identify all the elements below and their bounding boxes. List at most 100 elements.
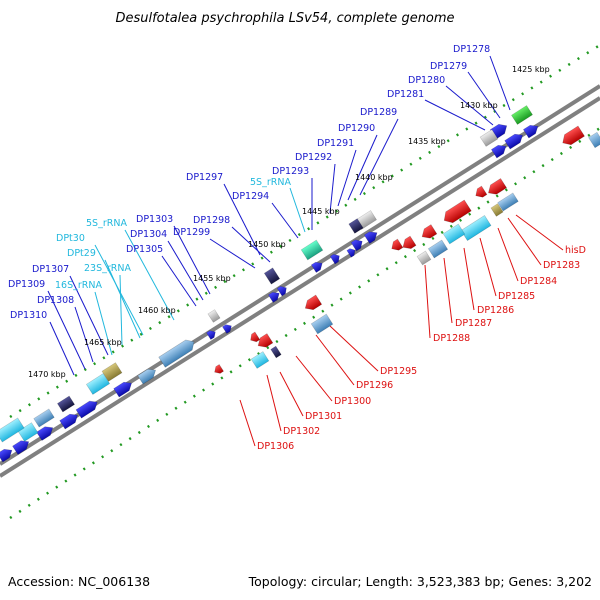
feature-rrna-block [300,239,324,261]
feature-fwd-gene [12,440,30,455]
feature-16s-rrna-shape [85,373,111,395]
gene-label-DP1308: DP1308 [37,295,74,306]
feature-fwd-gene [222,324,232,334]
rna-label-23s-rrna: 23S_rRNA [84,263,131,274]
gene-label-hisD: hisD [565,245,586,256]
leader-line [119,274,123,346]
gene-label-DP1278: DP1278 [453,44,490,55]
feature-fwd-gene [36,426,54,441]
feature-fwd-gene-shape [310,261,323,273]
leader-line [266,374,282,432]
leader-line [445,85,494,126]
gene-label-DP1281: DP1281 [387,89,424,100]
feature-rev-gene [257,333,274,348]
rna-gene-labels: 5S_rRNA 5S_rRNA DPt30 DPt29 23S_rRNA 16S… [55,177,291,291]
kbp-label-1430: 1430 kbp [460,101,498,110]
gene-label-DP1288: DP1288 [433,333,470,344]
kbp-label-1440: 1440 kbp [355,173,393,182]
feature-cyan-block [442,223,466,245]
feature-fwd-gene-shape [276,285,287,297]
kbp-label-1445: 1445 kbp [302,207,340,216]
feature-fwd-gene-shape [490,144,507,159]
feature-grey-block [207,309,221,323]
feature-navy-block-shape [348,218,364,234]
backbone-line-lower [0,96,600,478]
feature-fwd-gene-shape [113,381,132,398]
leader-line [359,118,399,196]
leader-line [489,55,511,111]
feature-fwd-gene [346,248,356,258]
leader-line [289,187,306,233]
feature-rev-gene-shape [443,199,472,224]
kbp-label-1460: 1460 kbp [138,306,176,315]
feature-fwd-gene-shape [0,448,13,463]
feature-steel-block [588,131,600,149]
kbp-label-1425: 1425 kbp [512,65,550,74]
leader-line [279,371,304,417]
gene-label-DP1297: DP1297 [186,172,223,183]
feature-olive-block [490,203,504,217]
feature-fwd-gene-shape [12,440,30,455]
feature-steel-block-shape [33,408,55,428]
gene-label-DP1305: DP1305 [126,244,163,255]
gene-label-DP1293: DP1293 [272,166,309,177]
gene-label-DP1306: DP1306 [257,441,294,452]
rna-label-5s-rrna-b: 5S_rRNA [86,218,127,229]
gene-label-DP1294: DP1294 [232,191,269,202]
feature-cyan-block [250,351,270,369]
gene-label-DP1298: DP1298 [193,215,230,226]
feature-cyan-block-shape [0,417,25,443]
feature-fwd-gene [113,381,132,398]
feature-fwd-gene [329,253,340,265]
leader-line [167,240,204,301]
leader-line [443,257,453,324]
feature-navy-block [270,345,282,359]
rna-label-dpt30: DPt30 [56,233,85,244]
kbp-tick-labels: 1425 kbp 1430 kbp 1435 kbp 1440 kbp 1445… [28,65,550,379]
feature-cyan-block [0,417,25,443]
gene-label-DP1283: DP1283 [543,260,580,271]
rna-label-dpt29: DPt29 [67,248,96,259]
feature-rev-gene-shape [475,185,488,198]
gene-label-DP1291: DP1291 [317,138,354,149]
forward-gene-labels: DP1278 DP1279 DP1280 DP1281 DP1289 DP129… [8,44,490,321]
feature-fwd-gene-shape [267,291,280,303]
feature-rev-gene-shape [304,294,323,311]
feature-fwd-gene [504,133,523,150]
feature-cyan-block-shape [250,351,270,369]
feature-fwd-gene-shape [346,248,356,258]
feature-rrna-block-shape [300,239,324,261]
feature-23s-rrna [158,339,195,368]
feature-cyan-block-shape [460,214,492,242]
feature-fwd-gene-shape [522,124,539,139]
feature-rrna-block-shape [137,368,156,385]
feature-navy-block [56,395,76,413]
feature-cyan-block-shape [442,223,466,245]
leader-line [173,225,211,295]
feature-green-block-shape [511,105,533,125]
leader-line [74,306,94,363]
feature-rev-gene-shape [391,238,404,251]
leader-line [104,259,141,339]
feature-steel-block-shape [427,239,449,259]
leader-line [329,163,336,214]
feature-cyan-block [460,214,492,242]
lower-tick-rail [9,126,600,520]
feature-grey-block-shape [207,309,221,323]
gene-label-DP1289: DP1289 [360,107,397,118]
feature-grey-block [479,129,499,147]
feature-fwd-gene [276,285,287,297]
feature-fwd-gene-shape [59,413,78,430]
feature-steel-block-shape [588,131,600,149]
gene-label-DP1302: DP1302 [283,426,320,437]
leader-line [271,202,299,239]
gene-label-DP1287: DP1287 [455,318,492,329]
feature-fwd-gene-shape [504,133,523,150]
feature-fwd-gene-shape [363,231,378,244]
leader-line [515,214,564,251]
gene-label-DP1301: DP1301 [305,411,342,422]
feature-fwd-gene [267,291,280,303]
leader-line [295,355,333,402]
feature-rev-gene-shape [488,178,507,195]
